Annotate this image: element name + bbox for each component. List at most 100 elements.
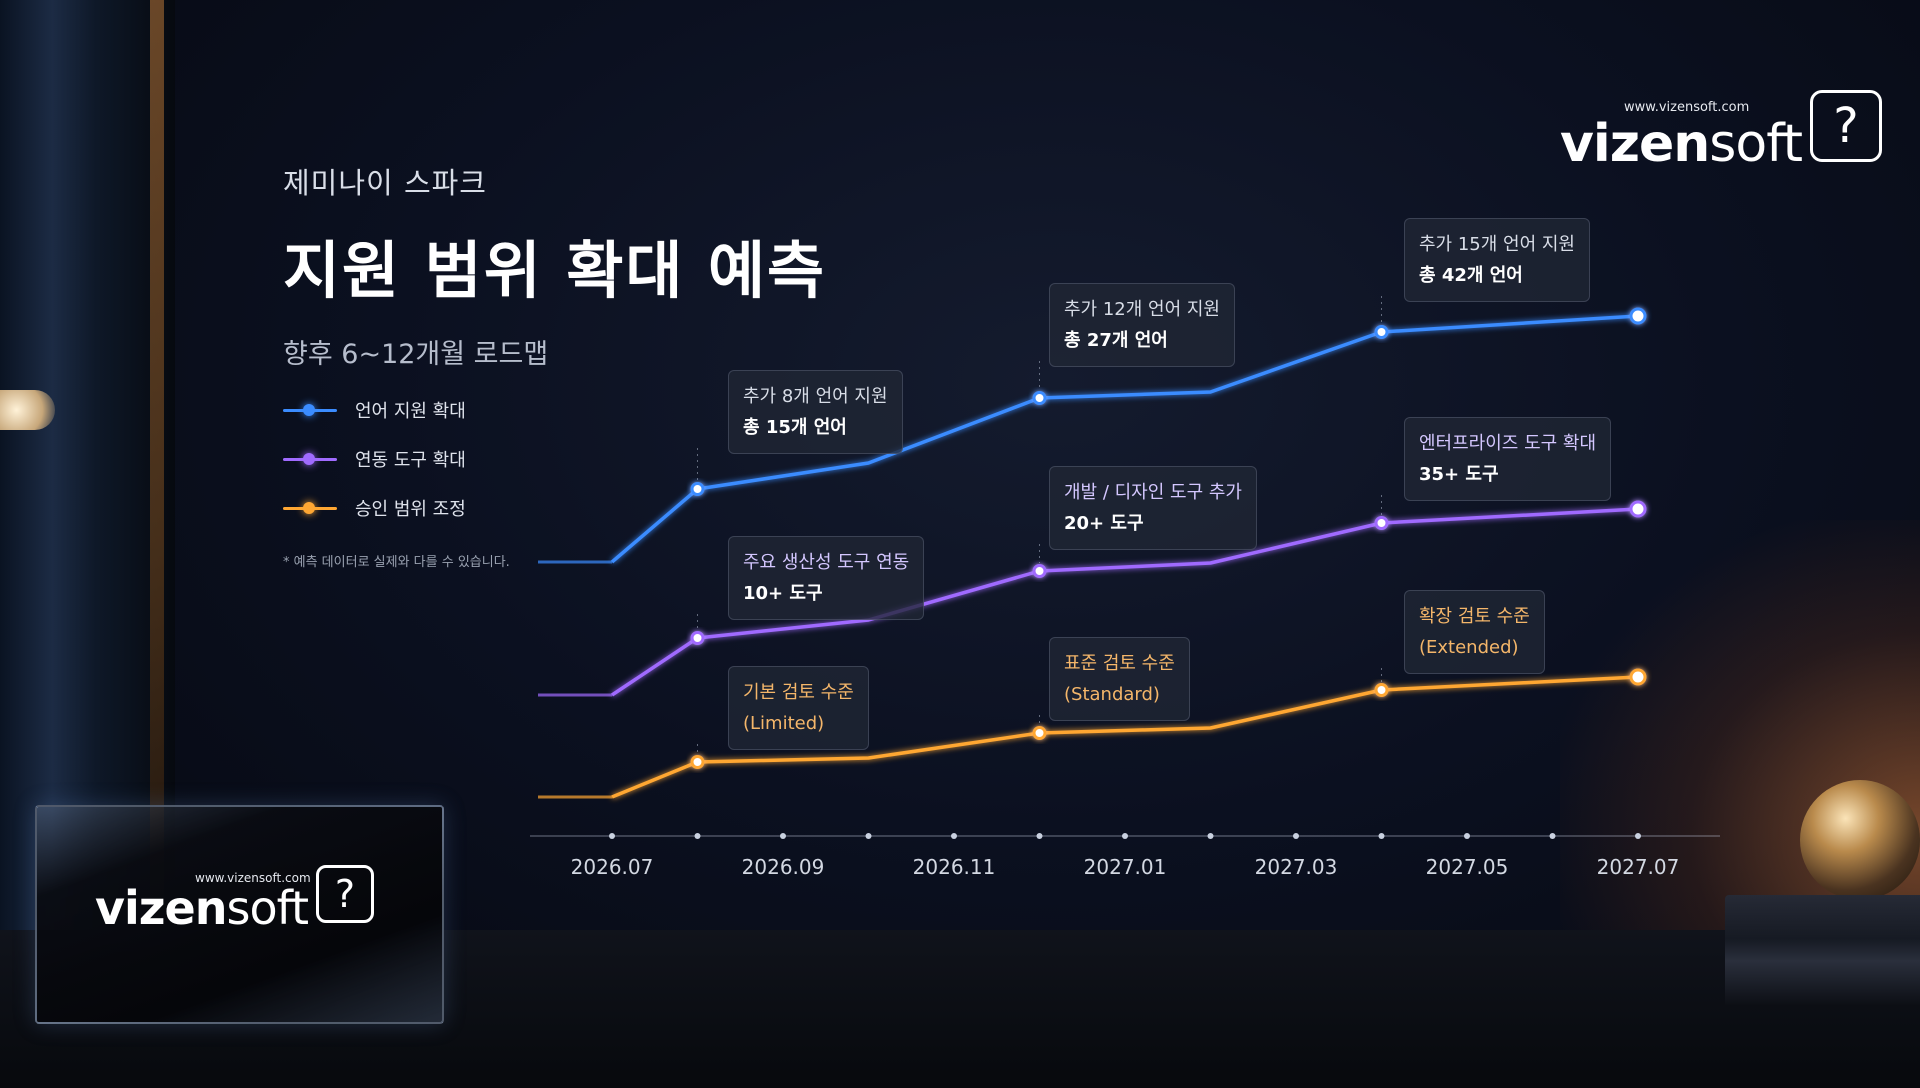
- callout-value: (Limited): [743, 713, 825, 734]
- data-point: [690, 631, 705, 645]
- data-callout: 표준 검토 수준 (Standard): [1049, 637, 1190, 721]
- x-axis: 2026.07 2026.09 2026.11 2027.01 2027.03 2027.…: [530, 833, 1720, 879]
- header: 제미나이 스파크 지원 범위 확대 예측 향후 6~12개월 로드맵: [283, 160, 826, 371]
- callout-value: 총 27개 언어: [1064, 330, 1168, 351]
- x-axis-tick: [1635, 833, 1641, 839]
- callout-value: (Standard): [1064, 684, 1160, 705]
- callout-value: 35+ 도구: [1419, 464, 1499, 485]
- series-0: [538, 296, 1647, 564]
- data-point: [1032, 391, 1047, 405]
- data-point: [1374, 516, 1389, 530]
- x-axis-tick: [951, 833, 957, 839]
- brand-wordmark: vizensoft: [95, 885, 309, 931]
- page-subtitle: 제미나이 스파크: [283, 166, 487, 200]
- brand-logo-crystal: www.vizensoft.com vizensoft ?: [95, 855, 375, 931]
- page-caption: 향후 6~12개월 로드맵: [283, 339, 549, 370]
- pillar-edge: [150, 0, 164, 900]
- legend-item-approval: 승인 범위 조정: [283, 483, 466, 532]
- callout-title: 표준 검토 수준: [1064, 653, 1175, 674]
- brand-url: www.vizensoft.com: [1624, 100, 1750, 115]
- brand-name-bold: vizen: [95, 881, 227, 935]
- x-axis-tick: [1464, 833, 1470, 839]
- x-tick-label: 2027.01: [1084, 855, 1167, 879]
- callout-value: 20+ 도구: [1064, 513, 1144, 534]
- wall-lamp: [0, 390, 55, 430]
- x-axis-tick: [1036, 833, 1043, 839]
- data-point: [690, 482, 705, 496]
- callout-title: 추가 8개 언어 지원: [743, 386, 888, 407]
- legend-dot: [303, 403, 315, 416]
- callout-value: 10+ 도구: [743, 583, 823, 604]
- legend-dot: [303, 501, 315, 514]
- data-callout: 확장 검토 수준 (Extended): [1404, 590, 1545, 674]
- brand-wordmark: vizensoft: [1560, 118, 1803, 170]
- book-stack: [1725, 895, 1920, 1005]
- legend-dot: [303, 452, 315, 465]
- x-tick-label: 2027.05: [1426, 855, 1509, 879]
- callout-value: 총 15개 언어: [743, 417, 847, 438]
- callout-value: 총 42개 언어: [1419, 265, 1523, 286]
- x-axis-tick: [1293, 833, 1299, 839]
- callout-title: 확장 검토 수준: [1419, 606, 1530, 627]
- callout-title: 개발 / 디자인 도구 추가: [1064, 482, 1242, 503]
- callout-title: 엔터프라이즈 도구 확대: [1419, 433, 1597, 454]
- legend-swatch: [283, 498, 337, 518]
- chart-legend: 언어 지원 확대 연동 도구 확대 승인 범위 조정: [283, 385, 466, 532]
- brand-logo-top: www.vizensoft.com vizensoft ?: [1560, 88, 1882, 170]
- footnote: * 예측 데이터로 실제와 다를 수 있습니다.: [283, 555, 510, 570]
- x-axis-tick: [1549, 833, 1556, 839]
- x-axis-tick: [694, 833, 701, 839]
- question-bubble-icon: ?: [1809, 90, 1882, 162]
- brand-url: www.vizensoft.com: [195, 871, 311, 885]
- data-point: [1629, 668, 1647, 686]
- question-bubble-icon: ?: [316, 865, 375, 923]
- callout-title: 기본 검토 수준: [743, 682, 854, 703]
- callout-title: 주요 생산성 도구 연동: [743, 552, 910, 573]
- data-point: [1629, 500, 1647, 518]
- series-2: [538, 668, 1647, 799]
- legend-swatch: [283, 400, 337, 420]
- data-callout: 주요 생산성 도구 연동 10+ 도구: [728, 536, 925, 620]
- brass-sphere: [1800, 780, 1920, 900]
- callout-title: 추가 15개 언어 지원: [1419, 234, 1575, 255]
- brand-name-light: soft: [226, 881, 309, 935]
- x-tick-label: 2027.03: [1255, 855, 1338, 879]
- data-callout: 개발 / 디자인 도구 추가 20+ 도구: [1049, 466, 1257, 550]
- data-point: [1629, 307, 1647, 325]
- x-axis-tick: [865, 833, 872, 839]
- data-point: [1374, 683, 1389, 697]
- x-axis-tick: [1122, 833, 1128, 839]
- data-point: [1032, 726, 1047, 740]
- legend-item-integration: 연동 도구 확대: [283, 434, 466, 483]
- data-point: [1374, 325, 1389, 339]
- x-axis-tick: [1378, 833, 1385, 839]
- data-point: [690, 755, 705, 769]
- brand-name-light: soft: [1709, 114, 1803, 174]
- data-callout: 기본 검토 수준 (Limited): [728, 666, 869, 750]
- x-tick-label: 2026.09: [742, 855, 825, 879]
- x-tick-label: 2026.07: [571, 855, 654, 879]
- x-axis-tick: [1207, 833, 1214, 839]
- brand-name-bold: vizen: [1560, 114, 1710, 174]
- x-tick-label: 2027.07: [1597, 855, 1680, 879]
- series-1: [538, 495, 1647, 697]
- x-tick-label: 2026.11: [913, 855, 996, 879]
- callout-title: 추가 12개 언어 지원: [1064, 299, 1220, 320]
- x-axis-tick: [609, 833, 615, 839]
- legend-label: 승인 범위 조정: [355, 498, 466, 520]
- legend-item-language: 언어 지원 확대: [283, 385, 466, 434]
- crystal-block: [35, 805, 444, 1024]
- legend-label: 연동 도구 확대: [355, 449, 466, 471]
- x-axis-tick: [780, 833, 786, 839]
- legend-swatch: [283, 449, 337, 469]
- data-point: [1032, 564, 1047, 578]
- series-layer: [538, 296, 1647, 799]
- legend-label: 언어 지원 확대: [355, 400, 466, 422]
- page-title: 지원 범위 확대 예측: [283, 234, 827, 307]
- callout-value: (Extended): [1419, 637, 1519, 658]
- data-callout: 엔터프라이즈 도구 확대 35+ 도구: [1404, 417, 1612, 501]
